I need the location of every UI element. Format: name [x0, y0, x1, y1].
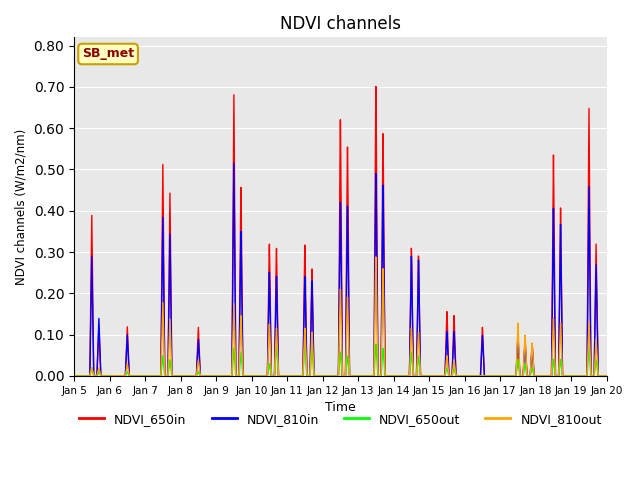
NDVI_810in: [535, 373, 543, 379]
Text: SB_met: SB_met: [82, 48, 134, 60]
NDVI_650in: [131, 373, 139, 379]
NDVI_810in: [298, 373, 305, 379]
NDVI_650in: [603, 373, 611, 379]
Title: NDVI channels: NDVI channels: [280, 15, 401, 33]
NDVI_650in: [372, 84, 380, 89]
NDVI_650out: [275, 373, 282, 379]
NDVI_650in: [70, 373, 78, 379]
NDVI_810in: [70, 373, 78, 379]
NDVI_650in: [593, 264, 600, 270]
NDVI_650in: [535, 373, 543, 379]
NDVI_810in: [163, 373, 170, 379]
NDVI_650out: [603, 373, 611, 379]
NDVI_650out: [593, 360, 600, 365]
NDVI_650out: [163, 373, 170, 379]
NDVI_810in: [593, 282, 600, 288]
NDVI_810out: [275, 370, 282, 376]
NDVI_810out: [535, 373, 543, 379]
Line: NDVI_650out: NDVI_650out: [74, 344, 607, 376]
NDVI_810in: [603, 373, 611, 379]
Line: NDVI_810in: NDVI_810in: [74, 163, 607, 376]
NDVI_810out: [70, 373, 78, 379]
Legend: NDVI_650in, NDVI_810in, NDVI_650out, NDVI_810out: NDVI_650in, NDVI_810in, NDVI_650out, NDV…: [74, 408, 607, 431]
NDVI_810out: [593, 343, 600, 348]
NDVI_650in: [163, 373, 170, 379]
NDVI_650in: [298, 373, 305, 379]
NDVI_810in: [131, 373, 139, 379]
NDVI_810in: [275, 373, 282, 379]
Line: NDVI_810out: NDVI_810out: [74, 257, 607, 376]
NDVI_810out: [372, 254, 380, 260]
NDVI_650out: [70, 373, 78, 379]
Line: NDVI_650in: NDVI_650in: [74, 86, 607, 376]
NDVI_810out: [131, 373, 139, 379]
NDVI_650out: [298, 373, 305, 379]
Y-axis label: NDVI channels (W/m2/nm): NDVI channels (W/m2/nm): [15, 129, 28, 285]
NDVI_810out: [298, 373, 305, 379]
NDVI_650out: [131, 373, 139, 379]
NDVI_810out: [163, 373, 170, 379]
NDVI_650in: [275, 366, 282, 372]
NDVI_650out: [273, 341, 280, 347]
NDVI_650out: [535, 373, 543, 379]
X-axis label: Time: Time: [325, 401, 356, 414]
NDVI_810in: [230, 160, 237, 166]
NDVI_810out: [603, 373, 611, 379]
